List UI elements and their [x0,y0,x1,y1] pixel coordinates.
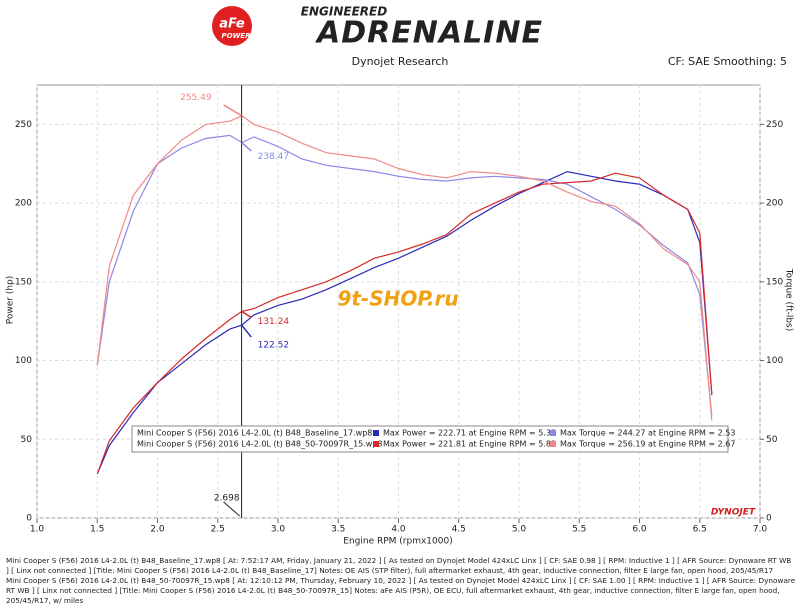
series-line [96,134,713,416]
legend-swatch [550,430,556,436]
x-tick-label: 5.5 [572,525,586,535]
y2-tick-label: 0 [766,514,772,524]
value-label: 238.47 [258,152,290,162]
logo: aFe [219,17,245,32]
x-tick-label: 2.5 [211,525,225,535]
series-line [96,172,713,475]
legend-run: Mini Cooper S (F56) 2016 L4-2.0L (t) B48… [137,440,383,449]
source: Dynojet Research [352,55,449,68]
y-tick-label: 250 [15,120,32,130]
x-tick-label: 3.0 [271,525,286,535]
y-tick-label: 0 [26,514,32,524]
note: Mini Cooper S (F56) 2016 L4-2.0L (t) B48… [6,576,796,605]
chart: aFe POWER ENGINEERED ADRENALINE Dynojet … [6,5,794,547]
x-tick-label: 5.0 [512,525,527,535]
value-arrow [223,104,242,117]
y-tick-label: 50 [21,435,33,445]
dynojet-logo: DYNOJET [711,508,756,518]
y2-tick-label: 250 [766,120,783,130]
legend-max-power: Max Power = 222.71 at Engine RPM = 5.33 [383,429,556,438]
logo-badge [212,6,252,46]
legend-swatch [373,430,379,436]
x-tick-label: 1.0 [30,525,45,535]
y2-tick-label: 150 [766,277,783,287]
x-tick-label: 7.0 [753,525,768,535]
y-tick-label: 150 [15,277,32,287]
legend-max-power: Max Power = 221.81 at Engine RPM = 5.83 [383,440,556,449]
legend-run: Mini Cooper S (F56) 2016 L4-2.0L (t) B48… [137,429,372,438]
x-tick-label: 6.5 [693,525,707,535]
settings: CF: SAE Smoothing: 5 [668,55,787,68]
y2-tick-label: 50 [766,435,778,445]
note: Mini Cooper S (F56) 2016 L4-2.0L (t) B48… [6,556,792,575]
y2-tick-label: 200 [766,199,783,209]
legend-max-torque: Max Torque = 244.27 at Engine RPM = 2.53 [560,429,735,438]
value-label: 255.49 [180,93,212,103]
y2-tick-label: 100 [766,356,783,366]
y-tick-label: 200 [15,199,32,209]
cursor-arrow [223,501,240,517]
legend-swatch [373,441,379,447]
legend-max-torque: Max Torque = 256.19 at Engine RPM = 2.67 [560,440,735,449]
x-tick-label: 6.0 [632,525,647,535]
value-label: 122.52 [258,341,290,351]
value-arrow [241,324,252,338]
x-axis-label: Engine RPM (rpmx1000) [343,537,452,547]
x-tick-label: 1.5 [90,525,104,535]
y-tick-label: 100 [15,356,32,366]
x-tick-label: 2.0 [150,525,165,535]
value-arrow [241,310,252,318]
cursor-label: 2.698 [214,494,240,504]
series-line [96,115,713,421]
logo-sub: POWER [222,32,251,40]
value-label: 131.24 [258,317,290,327]
x-tick-label: 4.5 [452,525,466,535]
series-line [96,170,713,475]
y2-axis-label: Torque (ft-lbs) [784,268,794,332]
x-tick-label: 3.5 [331,525,345,535]
brand-top: ENGINEERED [301,5,387,19]
legend-box [131,425,729,453]
brand: ADRENALINE [315,16,543,51]
x-tick-label: 4.0 [391,525,406,535]
legend-swatch [550,441,556,447]
value-arrow [241,141,252,152]
y-axis-label: Power (hp) [6,276,16,325]
